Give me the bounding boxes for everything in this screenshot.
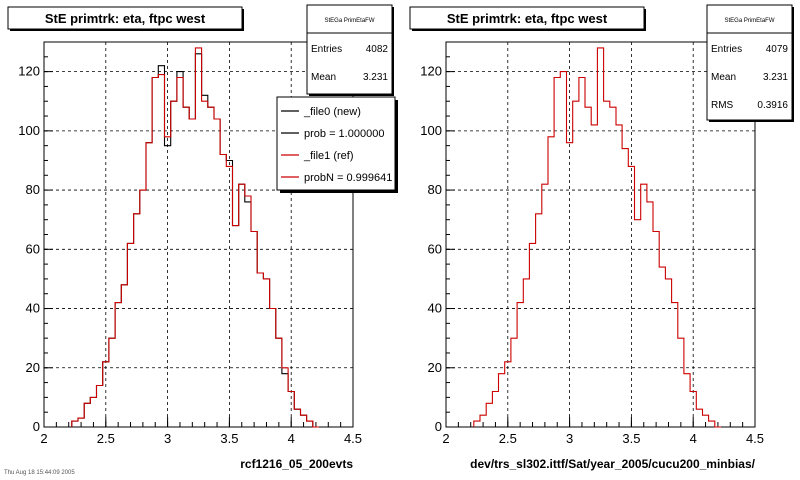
x-tick-label: 2 — [442, 431, 449, 446]
x-axis-label: dev/trs_sl302.ittf/Sat/year_2005/cucu200… — [470, 457, 755, 471]
x-tick-label: 3 — [164, 431, 171, 446]
stats-value: 3.231 — [363, 72, 388, 83]
x-tick-label: 4.5 — [746, 431, 764, 446]
y-tick-label: 20 — [428, 360, 442, 375]
stats-label: Mean — [711, 72, 736, 83]
chart-title: StE primtrk: eta, ftpc west — [45, 11, 206, 26]
canvas-timestamp: Thu Aug 18 15:44:09 2005 — [4, 470, 75, 476]
y-tick-label: 80 — [428, 182, 442, 197]
stats-box — [306, 4, 393, 95]
plot-frame — [445, 41, 756, 428]
legend-label: _file0 (new) — [303, 106, 361, 118]
x-tick-label: 3 — [566, 431, 573, 446]
grid-lines — [446, 42, 755, 427]
series-line-1 — [473, 47, 721, 428]
stats-name: StEGa PrimEtaFW — [724, 18, 774, 24]
x-tick-label: 4 — [288, 431, 295, 446]
x-tick-label: 2.5 — [97, 431, 115, 446]
x-tick-label: 3.5 — [220, 431, 238, 446]
y-tick-label: 80 — [26, 182, 40, 197]
x-tick-label: 4 — [690, 431, 697, 446]
y-tick-label: 40 — [26, 301, 40, 316]
y-tick-label: 20 — [26, 360, 40, 375]
stats-label: Mean — [311, 72, 336, 83]
y-tick-label: 60 — [26, 241, 40, 256]
chart-panel-2: 2 2.5 3 3.5 4 4.5 0 20 40 60 80 100 120 StE primtrk: … — [409, 4, 794, 471]
x-tick-label: 4.5 — [344, 431, 362, 446]
stats-name: StEGa PrimEtaFW — [324, 18, 374, 24]
stats-label: Entries — [311, 44, 342, 55]
legend-label: prob = 1.000000 — [304, 128, 384, 140]
legend: _file0 (new) prob = 1.000000 _file1 (ref) p… — [276, 96, 398, 193]
stats-box — [706, 4, 793, 121]
title-box — [409, 6, 645, 30]
legend-label: _file1 (ref) — [303, 150, 354, 162]
chart-panel-1: 2 2.5 3 3.5 4 4.5 0 20 40 60 80 100 120 StE primtrk: … — [7, 4, 394, 471]
grid-lines — [44, 42, 353, 427]
series-line-2 — [71, 47, 319, 428]
stats-label: RMS — [711, 100, 734, 111]
legend-box — [276, 96, 396, 191]
x-axis-label: rcf1216_05_200evts — [240, 457, 353, 471]
stats-value: 4082 — [366, 44, 389, 55]
x-tick-label: 2.5 — [499, 431, 517, 446]
y-tick-label: 120 — [420, 64, 442, 79]
y-tick-label: 100 — [420, 123, 442, 138]
chart-title: StE primtrk: eta, ftpc west — [447, 11, 608, 26]
stats-label: Entries — [711, 44, 742, 55]
legend-label: probN = 0.999641 — [304, 172, 392, 184]
y-tick-label: 40 — [428, 301, 442, 316]
stats-value: 4079 — [766, 44, 789, 55]
y-tick-label: 60 — [428, 241, 442, 256]
stats-value: 0.3916 — [757, 100, 788, 111]
y-tick-label: 0 — [435, 419, 442, 434]
y-tick-label: 120 — [18, 64, 40, 79]
x-tick-label: 3.5 — [622, 431, 640, 446]
stats-value: 3.231 — [763, 72, 788, 83]
x-tick-label: 2 — [40, 431, 47, 446]
title-box — [7, 6, 243, 30]
y-tick-label: 0 — [33, 419, 40, 434]
y-tick-label: 100 — [18, 123, 40, 138]
